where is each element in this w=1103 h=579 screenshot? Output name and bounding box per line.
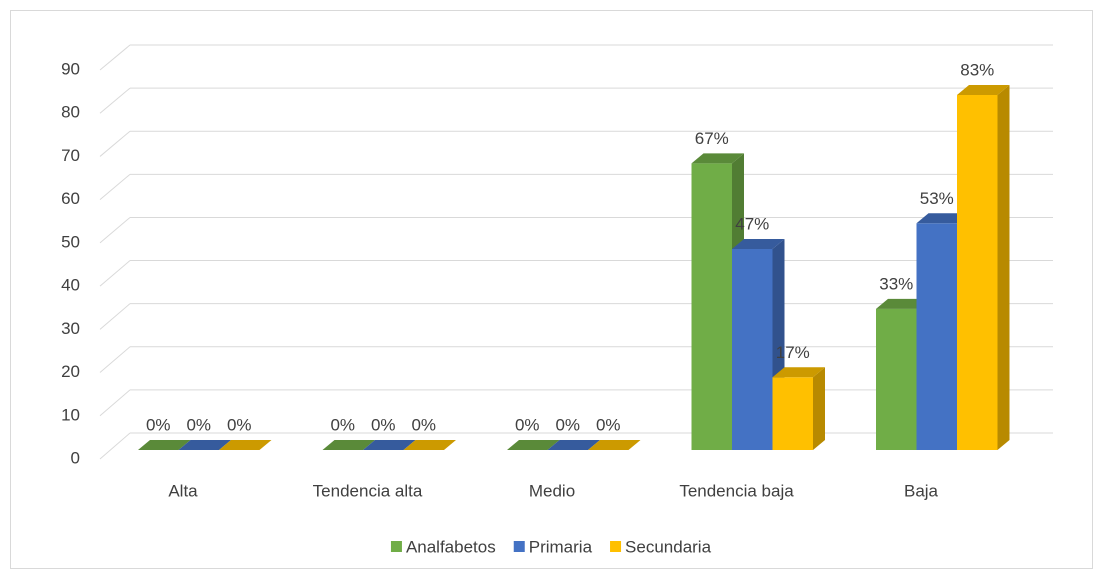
value-label: 0% [186,415,211,434]
y-tick-label: 90 [61,59,80,78]
bar-top [547,440,600,450]
y-tick-label: 60 [61,189,80,208]
grid-line [99,130,131,157]
bar-top [322,440,375,450]
value-label: 17% [776,343,810,362]
bar-side [813,367,825,450]
y-tick-label: 70 [61,146,80,165]
value-label: 0% [330,415,355,434]
y-tick-label: 10 [61,405,80,424]
x-tick-label: Baja [904,481,939,500]
value-label: 47% [735,214,769,233]
bar-front [957,94,998,450]
value-label: 0% [146,415,171,434]
legend-label: Primaria [529,537,593,556]
grid-line [99,389,131,417]
bar-top [876,298,929,309]
value-label: 53% [920,189,954,208]
value-label: 0% [411,415,436,434]
value-label: 0% [371,415,396,434]
grid-line [99,87,131,114]
value-label: 0% [555,415,580,434]
bar-top [916,213,969,224]
bar-front [916,223,957,450]
bar-top [403,440,456,450]
bar-front [772,377,813,450]
legend-swatch [513,541,525,552]
legend-swatch [390,541,402,552]
y-tick-label: 20 [61,362,80,381]
legend-swatch [610,541,622,552]
bar-top [138,440,191,450]
y-tick-label: 30 [61,319,80,338]
grid-line [99,303,131,330]
bar-top [957,84,1010,95]
bar-side [997,84,1010,450]
value-label: 0% [596,415,621,434]
bar-top [732,238,785,249]
legend-label: Secundaria [625,537,712,556]
bar-front [732,248,773,450]
grid-line [99,173,131,201]
bar-top [219,440,272,450]
y-tick-label: 0 [71,448,80,467]
legend-label: Analfabetos [406,537,496,556]
x-tick-label: Alta [168,481,198,500]
bar-top [363,440,416,450]
grid-line [99,44,131,71]
grid-line [99,432,131,460]
bar-front [691,163,732,450]
bar-top [178,440,231,450]
bar-top [691,153,744,164]
bar-front [876,308,917,450]
grid-line [99,346,131,373]
y-tick-label: 50 [61,232,80,251]
value-label: 67% [695,129,729,148]
bar-top [772,367,825,378]
x-tick-label: Tendencia alta [313,481,423,500]
value-label: 0% [515,415,540,434]
x-tick-label: Medio [529,481,575,500]
chart-frame [10,10,1093,569]
value-label: 0% [227,415,252,434]
y-tick-label: 80 [61,103,80,122]
bar-top [507,440,560,450]
x-tick-label: Tendencia baja [679,481,794,500]
value-label: 33% [879,274,913,293]
bar-top [588,440,641,450]
value-label: 83% [960,60,994,79]
grid-line [99,260,131,287]
grid-line [99,217,131,244]
y-tick-label: 40 [61,276,80,295]
